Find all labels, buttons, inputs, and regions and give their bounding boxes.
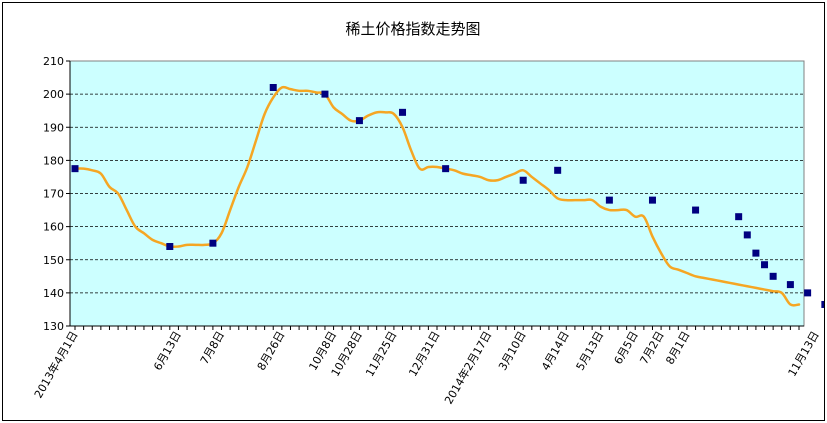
data-point: [166, 243, 174, 250]
data-point: [804, 289, 812, 297]
data-point: [321, 90, 329, 98]
x-tick-label: 6月13日: [151, 329, 184, 373]
series-line-group: [73, 85, 801, 307]
series-line: [73, 85, 801, 307]
data-point: [735, 213, 743, 221]
y-tick-label: 210: [43, 55, 64, 68]
data-point: [71, 165, 79, 173]
data-point: [786, 281, 794, 289]
x-tick-label: 12月31日: [406, 329, 442, 379]
chart: 稀土价格指数走势图 130 140 150 160 170 180 190 200 210 201…: [31, 20, 824, 407]
y-tick-label: 150: [43, 254, 64, 267]
data-point: [269, 84, 277, 91]
data-point: [209, 239, 217, 247]
y-tick-label: 140: [43, 287, 64, 300]
y-tick-label: 160: [43, 221, 64, 234]
x-tick-label: 2014年2月17日: [441, 329, 494, 407]
y-tick-label: 170: [43, 188, 64, 201]
x-tick-label: 7月8日: [198, 329, 227, 367]
chart-title: 稀土价格指数走势图: [345, 20, 480, 38]
data-point: [442, 165, 450, 173]
y-tick-label: 180: [43, 154, 64, 167]
data-point: [769, 272, 777, 280]
grid: [70, 93, 804, 294]
x-tick-label: 11月13日: [786, 329, 822, 379]
x-tick-label: 2013年4月1日: [31, 329, 81, 401]
data-point: [355, 117, 363, 125]
data-point: [752, 249, 760, 257]
data-point: [821, 300, 824, 308]
data-point: [743, 231, 751, 239]
y-tick-label: 130: [43, 320, 64, 333]
data-point: [519, 176, 527, 184]
data-point: [605, 196, 613, 204]
x-tick-label: 6月5日: [612, 329, 641, 367]
x-tick-label: 4月14日: [539, 329, 572, 373]
x-tick-label: 3月10日: [496, 329, 529, 373]
data-point: [648, 196, 656, 204]
data-point: [692, 206, 700, 214]
series-markers: [71, 84, 824, 308]
data-point: [554, 166, 562, 174]
y-tick-label: 200: [43, 88, 64, 101]
y-tick-label: 190: [43, 121, 64, 134]
x-tick-label: 11月25日: [363, 329, 399, 379]
x-tick-label: 5月13日: [574, 329, 607, 373]
x-tick-label: 8月26日: [255, 329, 288, 373]
x-tick-label: 7月2日: [637, 329, 666, 367]
data-point: [399, 108, 407, 116]
x-tick-label: 8月1日: [663, 329, 692, 367]
data-point: [761, 261, 769, 269]
